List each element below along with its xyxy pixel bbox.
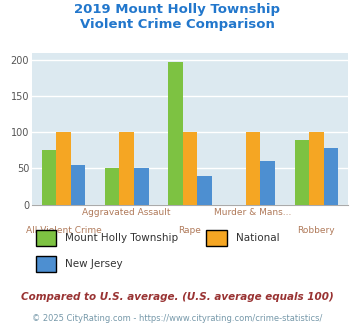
Bar — [197, 176, 212, 205]
Text: New Jersey: New Jersey — [65, 259, 123, 269]
Text: All Violent Crime: All Violent Crime — [26, 226, 102, 235]
Text: Robbery: Robbery — [297, 226, 335, 235]
Bar — [105, 168, 120, 205]
Text: Compared to U.S. average. (U.S. average equals 100): Compared to U.S. average. (U.S. average … — [21, 292, 334, 302]
Text: Violent Crime Comparison: Violent Crime Comparison — [80, 18, 275, 31]
Bar — [309, 132, 323, 205]
Text: Murder & Mans...: Murder & Mans... — [214, 208, 292, 217]
Bar — [120, 132, 134, 205]
Bar — [260, 161, 275, 205]
Bar — [71, 165, 85, 205]
Text: National: National — [236, 233, 279, 243]
Text: Rape: Rape — [179, 226, 201, 235]
Bar — [42, 150, 56, 205]
Bar — [295, 140, 309, 205]
Bar — [323, 148, 338, 205]
Text: Aggravated Assault: Aggravated Assault — [82, 208, 171, 217]
Bar — [183, 132, 197, 205]
Bar — [168, 62, 183, 205]
Bar — [246, 132, 260, 205]
Bar — [134, 168, 148, 205]
Bar — [56, 132, 71, 205]
Text: 2019 Mount Holly Township: 2019 Mount Holly Township — [75, 3, 280, 16]
Text: © 2025 CityRating.com - https://www.cityrating.com/crime-statistics/: © 2025 CityRating.com - https://www.city… — [32, 314, 323, 323]
Text: Mount Holly Township: Mount Holly Township — [65, 233, 178, 243]
